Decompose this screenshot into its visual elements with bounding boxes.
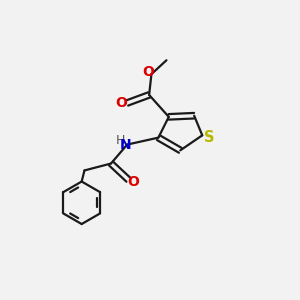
Text: O: O	[143, 65, 154, 79]
Text: H: H	[116, 134, 125, 147]
Text: S: S	[204, 130, 215, 145]
Text: O: O	[128, 175, 140, 189]
Text: N: N	[120, 138, 132, 152]
Text: O: O	[116, 95, 127, 110]
